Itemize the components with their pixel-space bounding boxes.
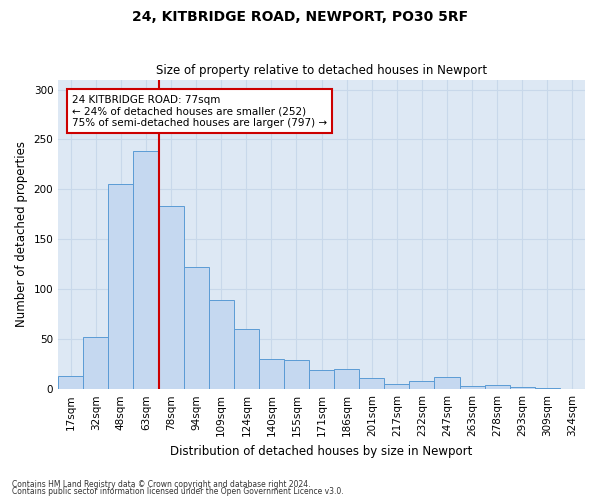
Text: 24 KITBRIDGE ROAD: 77sqm
← 24% of detached houses are smaller (252)
75% of semi-: 24 KITBRIDGE ROAD: 77sqm ← 24% of detach…: [72, 94, 327, 128]
Bar: [385, 384, 409, 389]
Bar: [158, 206, 184, 389]
Bar: [359, 378, 385, 389]
Bar: [184, 268, 209, 389]
Bar: [309, 370, 334, 389]
Bar: [284, 360, 309, 389]
Bar: [133, 152, 158, 389]
Y-axis label: Number of detached properties: Number of detached properties: [15, 142, 28, 328]
Text: Contains public sector information licensed under the Open Government Licence v3: Contains public sector information licen…: [12, 487, 344, 496]
Bar: [334, 369, 359, 389]
Bar: [460, 386, 485, 389]
Bar: [535, 388, 560, 389]
Bar: [434, 377, 460, 389]
Bar: [485, 385, 510, 389]
Text: Contains HM Land Registry data © Crown copyright and database right 2024.: Contains HM Land Registry data © Crown c…: [12, 480, 311, 489]
Bar: [209, 300, 234, 389]
Bar: [234, 330, 259, 389]
Bar: [83, 337, 109, 389]
Bar: [109, 184, 133, 389]
Bar: [58, 376, 83, 389]
Title: Size of property relative to detached houses in Newport: Size of property relative to detached ho…: [156, 64, 487, 77]
Bar: [409, 381, 434, 389]
Text: 24, KITBRIDGE ROAD, NEWPORT, PO30 5RF: 24, KITBRIDGE ROAD, NEWPORT, PO30 5RF: [132, 10, 468, 24]
Bar: [510, 387, 535, 389]
X-axis label: Distribution of detached houses by size in Newport: Distribution of detached houses by size …: [170, 444, 473, 458]
Bar: [259, 359, 284, 389]
